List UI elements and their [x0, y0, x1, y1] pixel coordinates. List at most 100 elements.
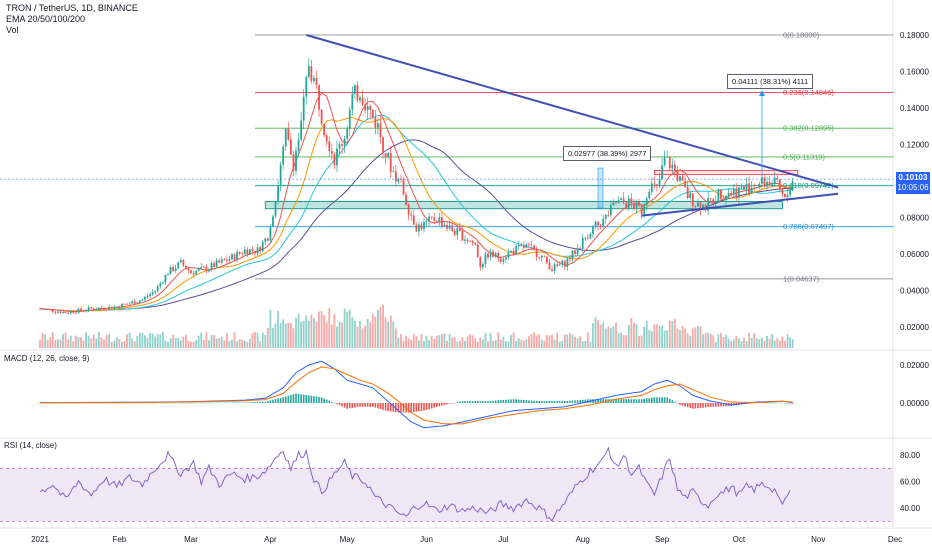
candle-body: [218, 260, 221, 263]
macd-histogram-bar: [668, 398, 671, 403]
measure-callout-upper[interactable]: 0.04111 (38.31%) 4111: [727, 74, 814, 89]
volume-bar: [131, 338, 134, 348]
volume-bar: [238, 338, 241, 348]
macd-histogram-bar: [297, 393, 300, 403]
candle-body: [274, 201, 277, 217]
volume-bar: [556, 332, 559, 348]
time-tick-label: Nov: [811, 535, 825, 544]
candle-body: [650, 183, 653, 192]
candle-body: [159, 283, 162, 286]
measure-arrowhead-upper: [759, 90, 765, 96]
macd-histogram-bar: [223, 402, 226, 404]
volume-bar: [366, 318, 369, 348]
candle-body: [479, 257, 482, 268]
volume-bar: [648, 329, 651, 348]
macd-histogram-bar: [75, 402, 77, 404]
macd-histogram-bar: [423, 403, 425, 411]
measure-callout-lower[interactable]: 0.02977 (38.39%) 2977: [563, 146, 652, 161]
candle-body: [540, 255, 543, 258]
candle-body: [361, 97, 364, 105]
candle-body: [113, 306, 116, 309]
volume-bar: [318, 311, 320, 348]
volume-bar: [776, 338, 779, 348]
volume-bar: [274, 323, 277, 348]
macd-histogram-bar: [108, 402, 110, 404]
volume-bar: [74, 335, 77, 348]
candle-body: [441, 217, 443, 227]
volume-bar: [297, 313, 300, 348]
candle-body: [41, 308, 44, 310]
candle-body: [348, 109, 351, 129]
volume-bar: [402, 340, 405, 348]
fib-level-label: 0(0.18000): [783, 31, 820, 40]
macd-histogram-bar: [566, 400, 569, 403]
macd-histogram-bar: [543, 401, 546, 403]
volume-bar: [633, 322, 635, 348]
macd-tick-label: 0.02000: [900, 361, 929, 370]
volume-bar: [458, 340, 461, 348]
macd-histogram-bar: [597, 399, 599, 403]
candle-body: [197, 268, 200, 271]
volume-bar: [666, 330, 669, 348]
macd-histogram-bar: [540, 401, 543, 403]
macd-histogram-bar: [131, 402, 133, 404]
volume-bar: [113, 340, 116, 348]
volume-bar: [190, 341, 192, 348]
candle-body: [115, 306, 118, 308]
volume-bar: [538, 334, 541, 348]
volume-bar: [717, 334, 720, 348]
macd-histogram-bar: [341, 403, 343, 407]
candle-body: [533, 245, 535, 249]
volume-bar: [786, 334, 789, 348]
candle-body: [277, 185, 279, 202]
volume-bar: [753, 333, 756, 348]
volume-bar: [548, 335, 551, 348]
volume-bar: [755, 338, 758, 348]
price-tick-label: 0.06000: [900, 250, 929, 259]
macd-histogram-bar: [149, 402, 151, 404]
volume-bar: [261, 332, 264, 348]
time-tick-label: 2021: [31, 535, 49, 544]
candle-body: [658, 179, 661, 187]
macd-histogram-bar: [689, 403, 692, 408]
volume-bar: [305, 315, 308, 348]
macd-histogram-bar: [425, 403, 428, 410]
volume-bar: [295, 317, 297, 348]
candle-body: [617, 200, 620, 204]
candle-body: [707, 198, 710, 211]
candle-body: [453, 230, 456, 235]
volume-bar: [359, 320, 361, 348]
volume-bar: [615, 322, 617, 348]
candle-body: [233, 254, 236, 261]
macd-histogram-bar: [241, 402, 244, 403]
macd-histogram-bar: [272, 399, 274, 403]
macd-histogram-bar: [656, 397, 658, 403]
current-price-value: 0.10103: [898, 173, 928, 182]
candle-body: [676, 170, 679, 181]
volume-bar: [284, 323, 287, 348]
candle-body: [341, 144, 343, 146]
candle-body: [46, 309, 49, 310]
candle-body: [259, 247, 262, 252]
candle-body: [359, 97, 361, 101]
candle-body: [187, 268, 190, 271]
volume-bar: [517, 338, 520, 348]
candle-body: [313, 77, 315, 82]
time-tick-label: Dec: [888, 535, 902, 544]
candle-body: [264, 238, 267, 242]
macd-histogram-bar: [630, 399, 633, 403]
macd-histogram-bar: [436, 403, 438, 408]
volume-bar: [353, 320, 356, 348]
volume-bar: [187, 340, 190, 348]
macd-histogram-bar: [77, 402, 80, 404]
price-tick-label: 0.16000: [900, 68, 929, 77]
volume-bar: [85, 332, 87, 348]
volume-bar: [702, 334, 704, 348]
candle-body: [144, 296, 146, 300]
candle-body: [648, 191, 651, 199]
macd-histogram-bar: [625, 399, 628, 403]
macd-histogram-bar: [500, 400, 502, 403]
volume-bar: [602, 322, 605, 348]
candle-body: [336, 148, 338, 166]
